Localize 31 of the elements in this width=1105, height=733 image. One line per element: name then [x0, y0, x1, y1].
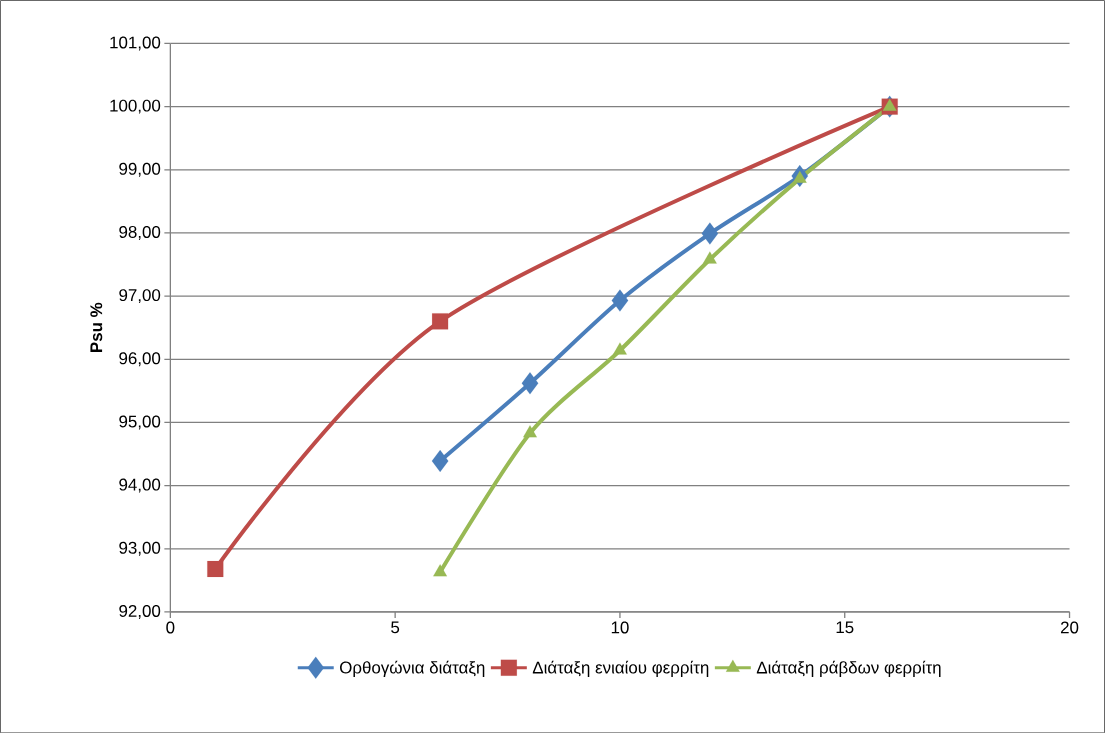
point [431, 449, 449, 472]
point [521, 372, 539, 395]
point [207, 560, 224, 577]
point [432, 313, 449, 330]
x-tick-label: 10 [611, 621, 629, 634]
legend-label: Διάταξη ράβδων φερρίτη [756, 660, 941, 677]
y-axis-title: Psu % [90, 302, 103, 352]
y-tick-label: 96,00 [119, 352, 161, 367]
y-tick-label: 100,00 [110, 99, 161, 114]
point [612, 342, 627, 355]
x-tick-label: 20 [1060, 621, 1079, 634]
y-tick-label: 95,00 [119, 415, 161, 430]
legend-label: Διάταξη ενιαίου φερρίτη [532, 660, 709, 677]
point [792, 170, 807, 183]
point [611, 289, 629, 312]
legend-label: Ορθογώνια διάταξη [340, 660, 485, 677]
x-tick-label: 5 [391, 621, 400, 634]
point [433, 563, 448, 577]
y-tick-label: 98,00 [119, 225, 161, 240]
point [701, 222, 719, 245]
point [882, 98, 897, 111]
y-tick-label: 101,00 [110, 36, 161, 51]
point [523, 424, 537, 438]
y-tick-label: 99,00 [119, 162, 161, 177]
y-tick-label: 92,00 [119, 604, 161, 619]
y-tick-label: 97,00 [119, 288, 161, 303]
point [702, 251, 717, 264]
y-tick-label: 93,00 [119, 541, 161, 556]
x-tick-label: 0 [166, 621, 175, 634]
x-tick-label: 15 [836, 621, 854, 634]
y-tick-label: 94,00 [119, 478, 161, 493]
